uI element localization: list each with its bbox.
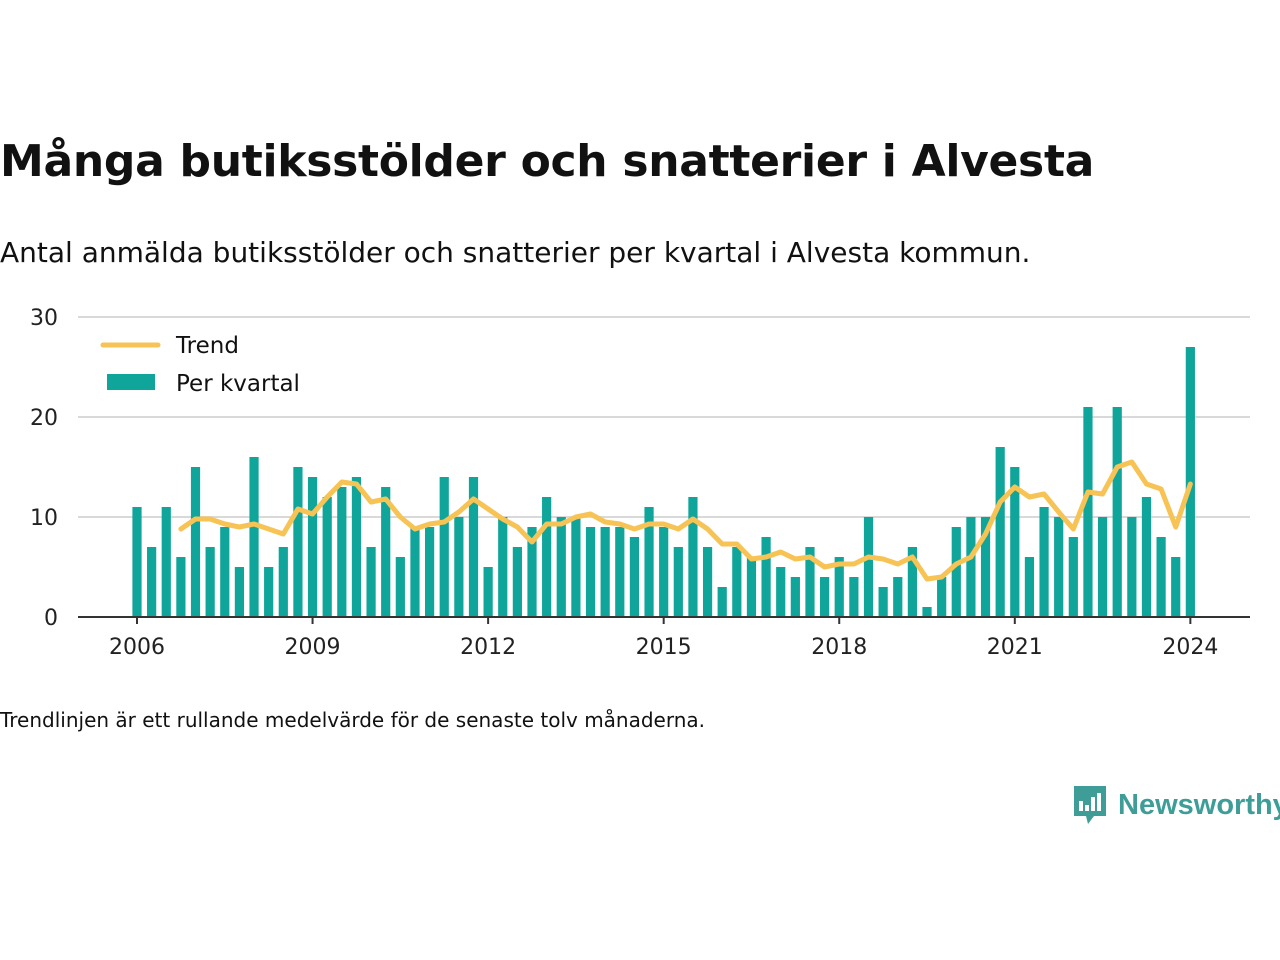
bar bbox=[1054, 517, 1064, 617]
chart-footnote: Trendlinjen är ett rullande medelvärde f… bbox=[0, 708, 706, 732]
legend-per-kvartal-label: Per kvartal bbox=[176, 371, 300, 397]
bar bbox=[293, 467, 303, 617]
bar bbox=[659, 527, 669, 617]
bar bbox=[161, 507, 171, 617]
bar bbox=[1141, 497, 1152, 617]
bar bbox=[322, 497, 332, 617]
bar bbox=[1083, 407, 1093, 617]
bar bbox=[1127, 517, 1137, 617]
bar bbox=[351, 477, 362, 617]
chart-title: Många butiksstölder och snatterier i Alv… bbox=[0, 136, 1095, 187]
bar bbox=[542, 497, 552, 617]
bar bbox=[1097, 517, 1108, 617]
bar bbox=[1112, 407, 1122, 617]
bar bbox=[556, 517, 566, 617]
bar bbox=[468, 477, 479, 617]
bar bbox=[381, 487, 391, 617]
bar bbox=[761, 537, 771, 617]
bar bbox=[512, 547, 522, 617]
bar-line-chart: 0 10 20 30 2006 2009 2012 2015 2018 2021 2024 Tre… bbox=[30, 306, 1250, 660]
bar bbox=[249, 457, 259, 617]
x-tick-label: 2012 bbox=[460, 635, 516, 660]
bar bbox=[1068, 537, 1078, 617]
bar bbox=[980, 517, 991, 617]
bar bbox=[732, 547, 742, 617]
x-tick-label: 2021 bbox=[987, 635, 1043, 660]
bar bbox=[615, 527, 625, 617]
bar bbox=[205, 547, 215, 617]
bar bbox=[673, 547, 683, 617]
bar bbox=[395, 557, 405, 617]
bar bbox=[893, 577, 903, 617]
bar bbox=[439, 477, 449, 617]
bar bbox=[937, 577, 947, 617]
bar bbox=[878, 587, 888, 617]
bar bbox=[307, 477, 318, 617]
bar bbox=[571, 517, 581, 617]
x-tick-label: 2009 bbox=[285, 635, 341, 660]
bar bbox=[688, 497, 698, 617]
bar bbox=[717, 587, 727, 617]
bar bbox=[1010, 467, 1020, 617]
trend-line bbox=[178, 459, 1193, 582]
bar bbox=[132, 507, 142, 617]
x-tick-label: 2006 bbox=[109, 635, 165, 660]
bar bbox=[1171, 557, 1181, 617]
y-tick-label: 30 bbox=[30, 306, 58, 331]
newsworthy-logo: Newsworthy bbox=[1072, 784, 1280, 826]
bar bbox=[278, 547, 288, 617]
bar bbox=[600, 527, 610, 617]
bar bbox=[176, 557, 186, 617]
bar bbox=[922, 607, 932, 617]
bar bbox=[498, 517, 508, 617]
bars bbox=[132, 347, 1195, 617]
bar bbox=[147, 547, 157, 617]
bar bbox=[746, 557, 757, 617]
bar bbox=[995, 447, 1005, 617]
bar bbox=[410, 527, 420, 617]
newsworthy-logo-icon bbox=[1074, 786, 1106, 824]
bar bbox=[1039, 507, 1049, 617]
bar bbox=[425, 527, 435, 617]
y-tick-label: 20 bbox=[30, 406, 58, 431]
bar bbox=[220, 527, 230, 617]
x-axis-ticks: 2006 2009 2012 2015 2018 2021 2024 bbox=[109, 617, 1218, 660]
bar bbox=[1024, 557, 1035, 617]
bar bbox=[966, 517, 976, 617]
bar bbox=[366, 547, 376, 617]
x-tick-label: 2024 bbox=[1162, 635, 1218, 660]
brand-name: Newsworthy bbox=[1118, 788, 1280, 821]
bar bbox=[264, 567, 274, 617]
y-tick-label: 10 bbox=[30, 506, 58, 531]
bar bbox=[483, 567, 493, 617]
x-tick-label: 2015 bbox=[636, 635, 692, 660]
bar bbox=[820, 577, 830, 617]
bar bbox=[834, 557, 844, 617]
bar bbox=[454, 517, 464, 617]
y-axis-ticks: 0 10 20 30 bbox=[30, 306, 58, 631]
bar bbox=[702, 547, 713, 617]
bar bbox=[585, 527, 596, 617]
legend-trend-label: Trend bbox=[175, 333, 239, 359]
bar bbox=[863, 517, 874, 617]
bar bbox=[1156, 537, 1166, 617]
bar bbox=[849, 577, 859, 617]
bar bbox=[951, 527, 961, 617]
trend-line-layer bbox=[178, 459, 1193, 582]
bar bbox=[805, 547, 815, 617]
bar bbox=[190, 467, 201, 617]
bar bbox=[907, 547, 917, 617]
legend: Trend Per kvartal bbox=[100, 333, 300, 397]
bar bbox=[234, 567, 245, 617]
bar bbox=[527, 527, 537, 617]
bar bbox=[644, 507, 654, 617]
bar bbox=[776, 567, 786, 617]
bar bbox=[337, 487, 347, 617]
bar bbox=[629, 537, 640, 617]
y-tick-label: 0 bbox=[44, 606, 58, 631]
bar bbox=[790, 577, 800, 617]
legend-per-kvartal-swatch bbox=[107, 374, 155, 390]
chart-subtitle: Antal anmälda butiksstölder och snatteri… bbox=[0, 236, 1031, 269]
x-tick-label: 2018 bbox=[811, 635, 867, 660]
